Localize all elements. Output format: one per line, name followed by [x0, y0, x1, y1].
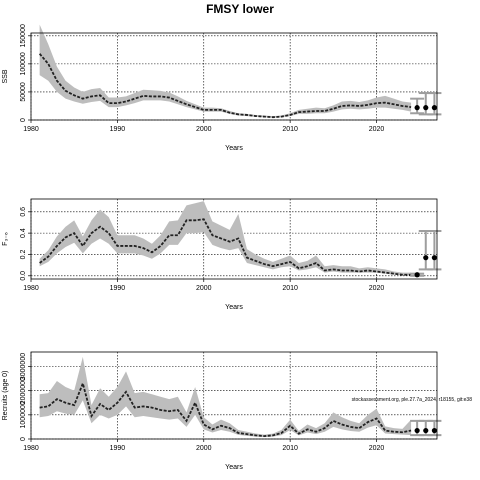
- y-tick-label: 150000: [20, 24, 27, 47]
- y-tick-label: 0: [20, 118, 27, 122]
- f-panel: 1980 1990 2000 2010 2020 0.0 0.2 0.4 0.6 Years F₃₋…: [2, 198, 442, 311]
- y-tick-label: 50000: [20, 82, 27, 102]
- y-tick-label: 0.2: [20, 249, 27, 259]
- rec-y-axis-label: Recruits (age 0): [2, 371, 9, 421]
- x-tick-label: 1980: [23, 285, 39, 292]
- f-forecast-point: [431, 255, 438, 261]
- y-tick-label: 1000000: [20, 401, 27, 428]
- y-tick-label: 3000000: [20, 353, 27, 380]
- y-tick-label: 0.6: [20, 207, 27, 217]
- f-forecast-point: [414, 272, 420, 278]
- ssb-panel: 1980 1990 2000 2010 2020 0 50000 100000 150000 Ye…: [2, 24, 442, 152]
- x-tick-label: 2000: [196, 285, 212, 292]
- x-tick-label: 2020: [369, 285, 385, 292]
- f-forecast-point: [423, 255, 429, 261]
- y-tick-label: 0.4: [20, 228, 27, 238]
- stockassessment-annotation: stockassessment.org, ple.27.7a_2024, r18…: [352, 397, 473, 403]
- x-tick-label: 1990: [110, 445, 126, 452]
- ssb-forecast-point: [423, 105, 429, 111]
- y-tick-label: 0.0: [20, 271, 27, 281]
- rec-forecast-point: [431, 427, 438, 434]
- x-tick-label: 2010: [282, 285, 298, 292]
- f-estimate-line: [39, 218, 412, 276]
- rec-confidence-band: [39, 356, 412, 438]
- ssb-y-axis-label: SSB: [2, 69, 9, 83]
- f-x-axis-label: Years: [225, 304, 243, 311]
- x-tick-label: 1990: [110, 285, 126, 292]
- panels: 1980 1990 2000 2010 2020 0 50000 100000 150000 Ye…: [2, 24, 442, 471]
- x-tick-label: 2010: [282, 445, 298, 452]
- rec-forecast-point: [423, 427, 429, 434]
- f-confidence-band: [39, 201, 412, 276]
- ssb-plot-frame: [30, 32, 438, 121]
- rec-forecast-point: [414, 427, 420, 434]
- ssb-estimate-line: [38, 53, 412, 119]
- x-tick-label: 2010: [282, 126, 298, 133]
- figure-title: FMSY lower: [206, 2, 274, 16]
- x-tick-label: 2020: [369, 445, 385, 452]
- rec-panel: 1980 1990 2000 2010 2020 0 1000000200000030000…: [2, 351, 442, 471]
- x-tick-label: 2000: [196, 445, 212, 452]
- f-y-axis-label: F₃₋₆: [2, 232, 9, 246]
- ssb-x-axis-label: Years: [225, 145, 243, 152]
- x-tick-label: 1990: [110, 126, 126, 133]
- ssb-forecast-point: [431, 105, 438, 111]
- y-tick-label: 0: [20, 437, 27, 441]
- f-plot-frame: [30, 198, 438, 280]
- x-tick-label: 2020: [369, 126, 385, 133]
- ssb-forecast-point: [414, 105, 420, 111]
- y-tick-label: 100000: [20, 52, 27, 75]
- x-tick-label: 1980: [23, 445, 39, 452]
- y-tick-label: 2000000: [20, 377, 27, 404]
- x-tick-label: 2000: [196, 126, 212, 133]
- ssb-confidence-band: [39, 24, 412, 118]
- rec-x-axis-label: Years: [225, 464, 243, 471]
- rec-estimate-line: [39, 380, 412, 438]
- x-tick-label: 1980: [23, 126, 39, 133]
- rec-plot-frame: [30, 351, 438, 440]
